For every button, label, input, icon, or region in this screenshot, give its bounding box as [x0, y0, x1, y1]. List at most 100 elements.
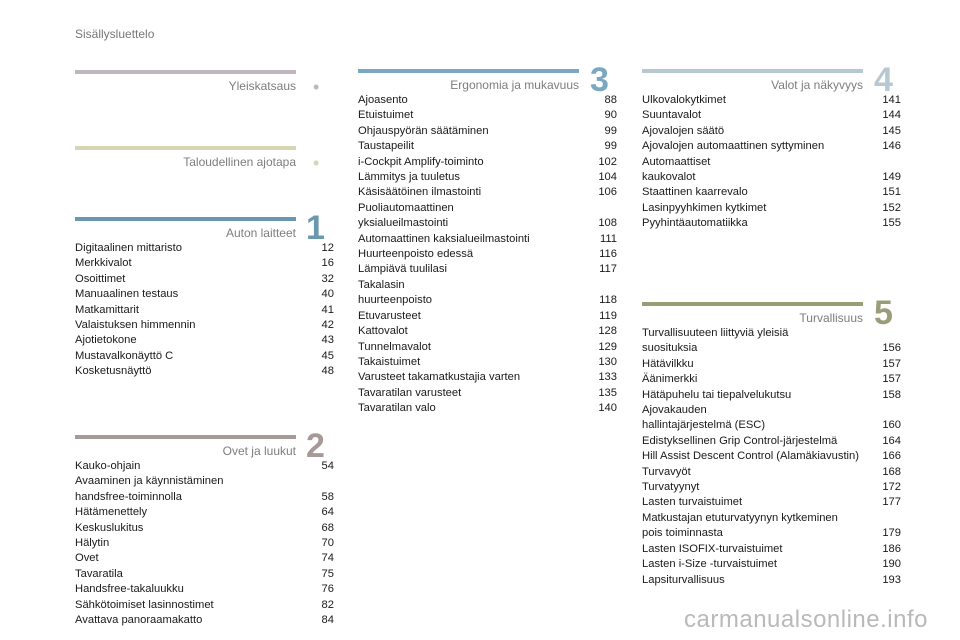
toc-entry-title: Suuntavalot [642, 109, 702, 122]
toc-entry[interactable]: Keskuslukitus 68 [75, 521, 334, 536]
section-bar [75, 435, 296, 439]
toc-entry-page: 118 [599, 294, 617, 307]
toc-entry[interactable]: Lasinpyyhkimen kytkimet 152 [642, 201, 901, 216]
toc-entry[interactable]: Avattava panoraamakatto 84 [75, 613, 334, 628]
toc-entry[interactable]: Hätäpuhelu tai tiepalvelukutsu 158 [642, 388, 901, 403]
toc-entry[interactable]: Merkkivalot 16 [75, 256, 334, 271]
toc-entry[interactable]: Ulkovalokytkimet 141 [642, 93, 901, 108]
toc-entry[interactable]: i-Cockpit Amplify-toiminto 102 [358, 155, 617, 170]
toc-entry-title: Matkustajan etuturvatyynyn kytkeminen po… [642, 511, 838, 540]
toc-entry-page: 84 [321, 614, 334, 627]
toc-entry[interactable]: Lämpiävä tuulilasi 117 [358, 262, 617, 277]
toc-entry-title: Kattovalot [358, 325, 408, 338]
toc-entry[interactable]: Etuvarusteet 119 [358, 309, 617, 324]
toc-entry-title: Osoittimet [75, 272, 126, 285]
toc-entry[interactable]: Puoliautomaattinen yksialueilmastointi 10… [358, 201, 617, 232]
toc-entry[interactable]: Avaaminen ja käynnistäminen handsfree-to… [75, 474, 334, 505]
section-title[interactable]: Valot ja näkyvyys [771, 78, 863, 92]
toc-entry[interactable]: Suuntavalot 144 [642, 108, 901, 123]
toc-entry-title: Etuvarusteet [358, 309, 421, 322]
toc-entry[interactable]: Ajoasento 88 [358, 93, 617, 108]
toc-entry[interactable]: Tavaratilan varusteet 135 [358, 386, 617, 401]
toc-entry-page: 145 [882, 124, 901, 137]
toc-entry[interactable]: Etuistuimet 90 [358, 108, 617, 123]
toc-entry[interactable]: Kauko-ohjain 54 [75, 459, 334, 474]
toc-entry[interactable]: Staattinen kaarrevalo 151 [642, 185, 901, 200]
toc-entry[interactable]: Matkamittarit 41 [75, 303, 334, 318]
toc-entry[interactable]: Lapsiturvallisuus 193 [642, 573, 901, 588]
toc-entry[interactable]: Kattovalot 128 [358, 324, 617, 339]
toc-entry[interactable]: Lasten ISOFIX-turvaistuimet 186 [642, 542, 901, 557]
toc-entry-page: 99 [604, 140, 617, 153]
toc-entry[interactable]: Hätämenettely 64 [75, 505, 334, 520]
toc-entry[interactable]: Ajovalojen säätö 145 [642, 124, 901, 139]
section-turvallisuus: Turvallisuus Turvallisuuteen liittyviä y… [642, 302, 901, 588]
toc-entry[interactable]: Digitaalinen mittaristo 12 [75, 241, 334, 256]
toc-entry-page: 82 [321, 598, 334, 611]
toc-entry[interactable]: Tavaratila 75 [75, 567, 334, 582]
toc-entry[interactable]: Matkustajan etuturvatyynyn kytkeminen po… [642, 511, 901, 542]
toc-entry[interactable]: Ajotietokone 43 [75, 333, 334, 348]
toc-entry-page: 99 [604, 124, 617, 137]
section-title[interactable]: Ergonomia ja mukavuus [450, 78, 579, 92]
toc-entry[interactable]: Ajovalojen automaattinen syttyminen 146 [642, 139, 901, 154]
toc-entry[interactable]: Hälytin 70 [75, 536, 334, 551]
toc-entry[interactable]: Ohjauspyörän säätäminen 99 [358, 124, 617, 139]
toc-entry[interactable]: Automaattinen kaksialueilmastointi 111 [358, 232, 617, 247]
toc-entry-page: 190 [882, 558, 901, 571]
toc-entry[interactable]: Valaistuksen himmennin 42 [75, 318, 334, 333]
section-title[interactable]: Yleiskatsaus [228, 79, 296, 93]
entry-list: Ulkovalokytkimet 141 Suuntavalot 144 Ajovalo… [642, 93, 901, 232]
toc-entry[interactable]: Huurteenpoisto edessä 116 [358, 247, 617, 262]
toc-entry[interactable]: Äänimerkki 157 [642, 372, 901, 387]
toc-entry[interactable]: Automaattiset kaukovalot 149 [642, 155, 901, 186]
section-title[interactable]: Turvallisuus [799, 311, 863, 325]
toc-entry-page: 111 [599, 232, 617, 245]
toc-entry[interactable]: Lasten turvaistuimet 177 [642, 495, 901, 510]
toc-entry-page: 119 [599, 309, 617, 322]
toc-entry-title: Takaistuimet [358, 355, 421, 368]
toc-entry-title: Ajovalojen säätö [642, 124, 725, 137]
toc-entry[interactable]: Varusteet takamatkustajia varten 133 [358, 370, 617, 385]
toc-entry[interactable]: Sähkötoimiset lasinnostimet 82 [75, 598, 334, 613]
section-title[interactable]: Taloudellinen ajotapa [183, 155, 296, 169]
toc-entry[interactable]: Lämmitys ja tuuletus 104 [358, 170, 617, 185]
toc-entry[interactable]: Ovet 74 [75, 551, 334, 566]
toc-entry[interactable]: Hätävilkku 157 [642, 357, 901, 372]
entry-list: Kauko-ohjain 54 Avaaminen ja käynnistämine… [75, 459, 334, 628]
toc-entry-page: 160 [882, 419, 901, 432]
toc-entry[interactable]: Handsfree-takaluukku 76 [75, 582, 334, 597]
toc-entry-title: Hätävilkku [642, 357, 694, 370]
toc-entry[interactable]: Taustapeilit 99 [358, 139, 617, 154]
toc-entry-page: 141 [882, 94, 901, 106]
toc-entry-page: 135 [598, 386, 617, 399]
toc-entry-title: Avaaminen ja käynnistäminen handsfree-to… [75, 475, 224, 503]
toc-entry[interactable]: Osoittimet 32 [75, 272, 334, 287]
toc-entry[interactable]: Takalasin huurteenpoisto 118 [358, 278, 617, 309]
toc-entry[interactable]: Turvallisuuteen liittyviä yleisiä suosit… [642, 326, 901, 357]
toc-entry[interactable]: Tunnelmavalot 129 [358, 340, 617, 355]
toc-entry[interactable]: Lasten i-Size -turvaistuimet 190 [642, 557, 901, 572]
toc-entry-page: 54 [321, 460, 334, 472]
toc-entry-title: Automaattinen kaksialueilmastointi [358, 232, 530, 245]
toc-entry[interactable]: Mustavalkonäyttö C 45 [75, 349, 334, 364]
section-title[interactable]: Auton laitteet [225, 226, 296, 240]
section-taloudellinen: Taloudellinen ajotapa [75, 146, 296, 170]
toc-entry[interactable]: Hill Assist Descent Control (Alamäkiavus… [642, 449, 901, 464]
toc-entry[interactable]: Kosketusnäyttö 48 [75, 364, 334, 379]
toc-entry[interactable]: Turvavyöt 168 [642, 465, 901, 480]
toc-entry[interactable]: Tavaratilan valo 140 [358, 401, 617, 416]
toc-entry[interactable]: Takaistuimet 130 [358, 355, 617, 370]
toc-entry[interactable]: Pyyhintäautomatiikka 155 [642, 216, 901, 231]
toc-entry[interactable]: Manuaalinen testaus 40 [75, 287, 334, 302]
toc-entry-title: Valaistuksen himmennin [75, 319, 196, 332]
toc-entry[interactable]: Edistyksellinen Grip Control-järjestelmä… [642, 434, 901, 449]
toc-entry-title: Digitaalinen mittaristo [75, 242, 182, 254]
toc-entry[interactable]: Ajovakauden hallintajärjestelmä (ESC) 160 [642, 403, 901, 434]
toc-entry[interactable]: Käsisäätöinen ilmastointi 106 [358, 185, 617, 200]
toc-entry[interactable]: Turvatyynyt 172 [642, 480, 901, 495]
section-title[interactable]: Ovet ja luukut [222, 444, 296, 458]
toc-entry-page: 129 [598, 340, 617, 353]
toc-entry-page: 117 [599, 263, 617, 276]
toc-entry-title: Hill Assist Descent Control (Alamäkiavus… [642, 450, 859, 463]
